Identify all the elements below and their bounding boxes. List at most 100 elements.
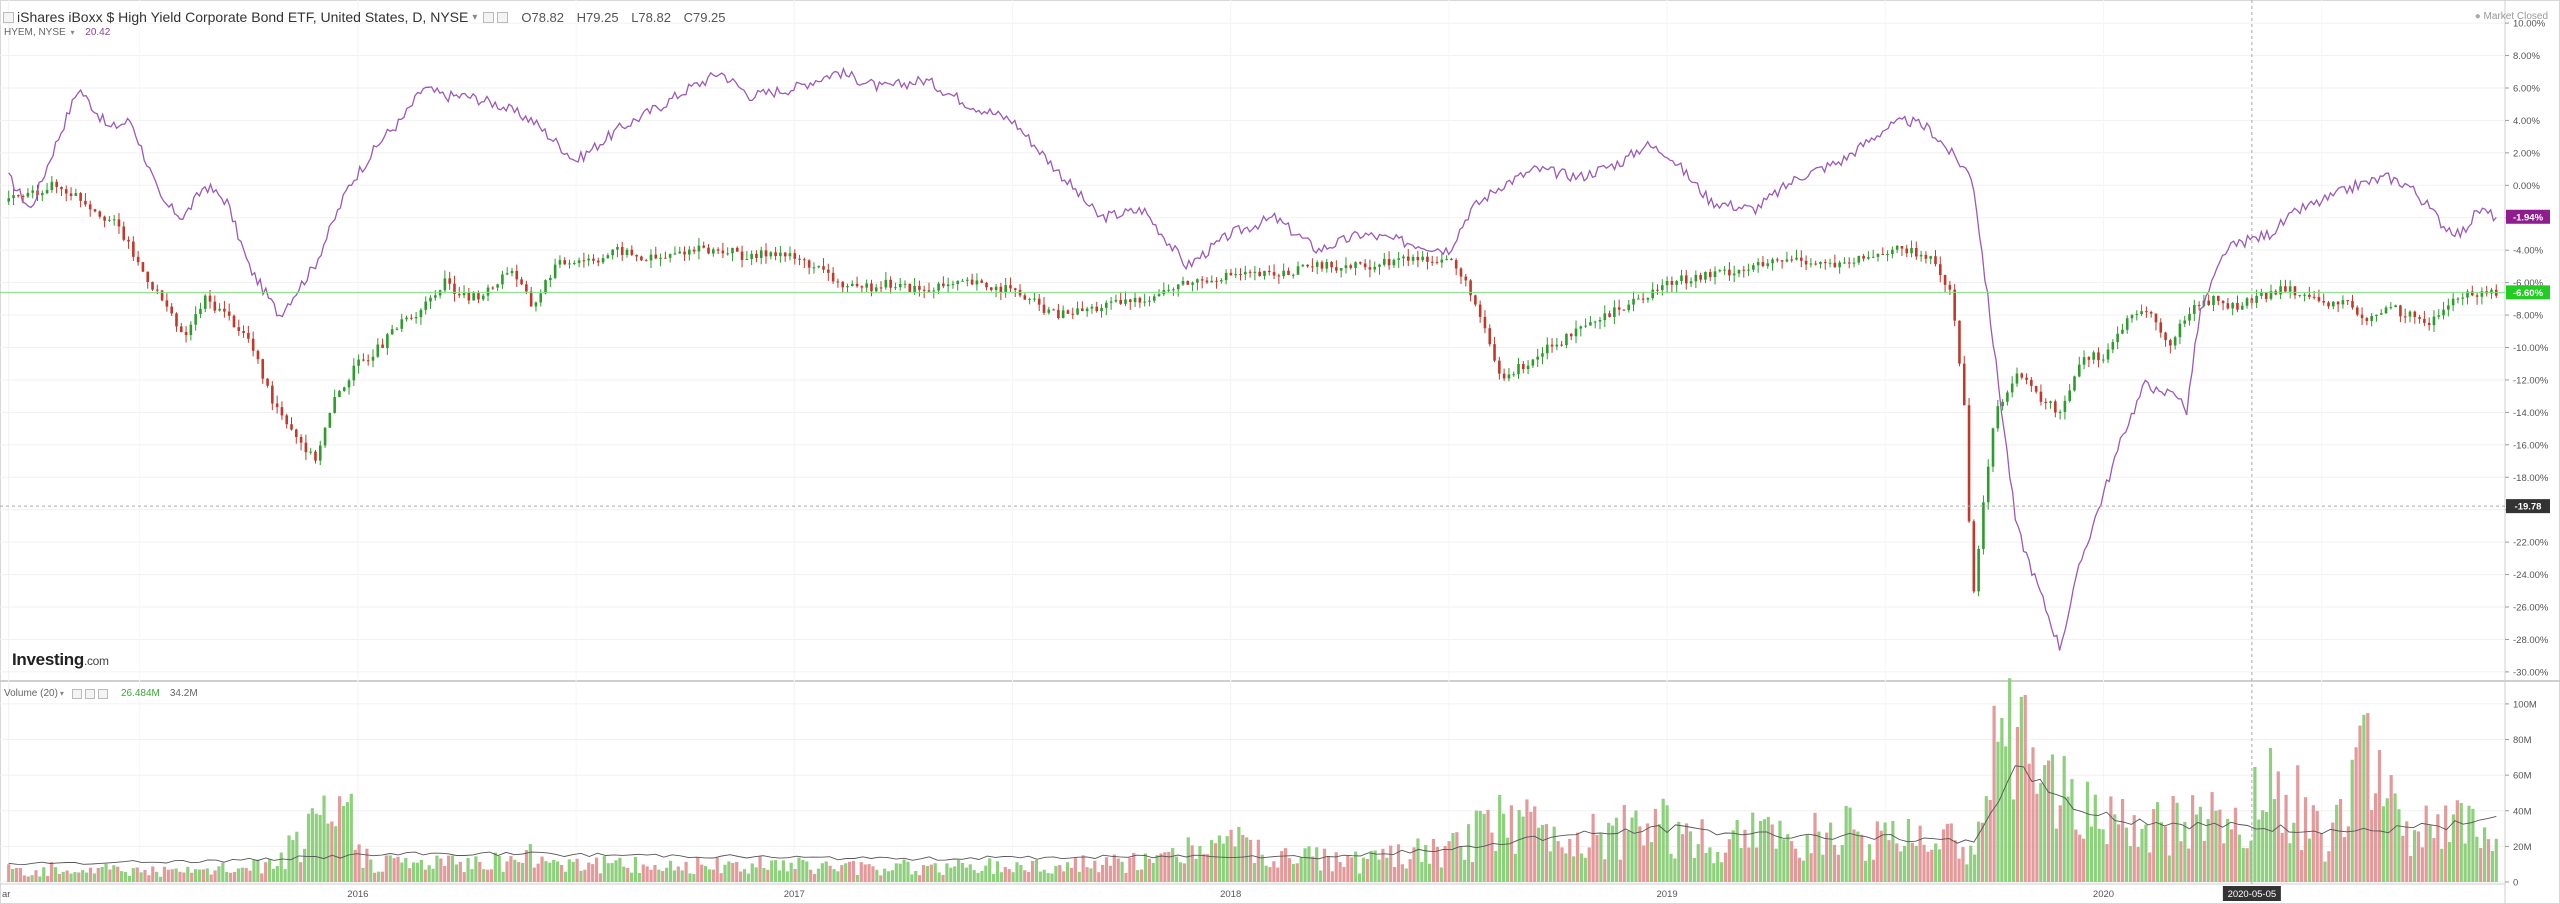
volume-bar: [1848, 807, 1852, 882]
volume-bar: [1256, 839, 1260, 882]
volume-bar: [2008, 678, 2012, 882]
volume-bar: [489, 869, 494, 882]
x-tick-label: ar: [2, 889, 10, 900]
volume-bar: [1217, 835, 1222, 882]
volume-bar: [1595, 835, 1599, 882]
candle-body: [1584, 325, 1587, 327]
candle-body: [1224, 272, 1228, 281]
candle-body: [558, 260, 562, 265]
candle-body: [395, 328, 399, 330]
volume-bar: [1961, 847, 1965, 882]
volume-bar: [1311, 856, 1315, 882]
volume-bar: [2432, 838, 2436, 882]
candle-body: [1522, 364, 1525, 370]
candle-body: [1205, 280, 1209, 283]
volume-bar: [252, 860, 256, 882]
volume-bar: [770, 860, 774, 882]
volume-bar: [2218, 809, 2222, 882]
candle-body: [956, 280, 960, 284]
volume-bar: [2093, 794, 2097, 882]
compare-legend: HYEM, NYSE ▾ 20.42: [4, 27, 110, 38]
volume-bar: [602, 856, 606, 882]
compare-symbol[interactable]: HYEM, NYSE: [4, 27, 66, 38]
settings-icon[interactable]: [483, 11, 495, 23]
volume-bar: [2459, 802, 2463, 882]
vol-y-tick-label: 40M: [2513, 806, 2532, 817]
hyem-last-badge-bg: [2506, 209, 2550, 224]
volume-bar: [2362, 714, 2366, 882]
candle-body: [2240, 305, 2244, 310]
candle-body: [1699, 274, 1702, 280]
volume-bar: [1583, 857, 1587, 882]
close-icon[interactable]: [97, 688, 108, 699]
volume-bar: [123, 871, 128, 882]
settings-icon[interactable]: [84, 688, 95, 699]
volume-bar: [812, 873, 817, 882]
candle-body: [985, 282, 988, 288]
candle-body: [922, 289, 926, 291]
volume-bar: [2089, 826, 2094, 882]
volume-bar: [1790, 841, 1794, 882]
candle-body: [2384, 307, 2388, 314]
candle-body: [721, 250, 725, 254]
candle-body: [1354, 262, 1357, 268]
ohlc-readout: O78.82 H79.25 L78.82 C79.25: [521, 10, 734, 25]
candle-body: [74, 193, 78, 196]
candle-body: [357, 359, 360, 366]
volume-bar: [408, 868, 412, 882]
volume-title[interactable]: Volume (20): [4, 688, 58, 699]
candle-body: [946, 284, 950, 287]
volume-bar: [1447, 841, 1451, 882]
candle-body: [1100, 307, 1103, 312]
volume-bar: [1307, 846, 1311, 882]
candle-body: [1215, 280, 1218, 282]
volume-bar: [1665, 805, 1669, 882]
volume-bar: [1626, 830, 1630, 882]
volume-bar: [797, 857, 801, 882]
volume-bar: [116, 866, 120, 882]
candle-body: [1152, 296, 1156, 301]
y-tick-label: 6.00%: [2513, 83, 2540, 94]
volume-bar: [700, 864, 704, 882]
candle-body: [405, 317, 408, 320]
volume-bar: [291, 840, 295, 882]
y-tick-label: 2.00%: [2513, 148, 2540, 159]
volume-bar: [1926, 851, 1930, 882]
visibility-icon[interactable]: [71, 688, 82, 699]
candle-body: [1507, 374, 1511, 379]
volume-bar: [1988, 800, 1992, 882]
chevron-down-icon[interactable]: ▾: [59, 689, 64, 698]
volume-bar: [1007, 869, 1011, 882]
candle-body: [2044, 401, 2048, 403]
volume-bar: [2373, 793, 2378, 882]
y-tick-label: 10.00%: [2513, 19, 2546, 30]
collapse-icon[interactable]: [3, 11, 14, 23]
volume-bar: [1638, 826, 1642, 882]
volume-bar: [57, 873, 61, 882]
chevron-down-icon[interactable]: ▾: [70, 28, 75, 37]
candle-body: [352, 365, 356, 381]
symbol-title[interactable]: iShares iBoxx $ High Yield Corporate Bon…: [17, 9, 469, 25]
candle-body: [807, 260, 811, 268]
close-icon[interactable]: [497, 11, 509, 23]
candle-body: [2394, 305, 2397, 308]
candle-body: [2169, 340, 2172, 346]
volume-bar: [925, 865, 930, 882]
candle-body: [1637, 298, 1640, 300]
volume-bar: [1716, 851, 1720, 882]
candle-body: [2226, 303, 2230, 309]
candle-body: [2341, 300, 2345, 305]
candle-body: [2355, 307, 2359, 315]
candle-body: [592, 258, 595, 261]
volume-bar: [641, 864, 645, 882]
volume-bar: [458, 861, 462, 882]
volume-bar: [2490, 851, 2494, 882]
volume-bar: [1821, 854, 1825, 882]
chevron-down-icon[interactable]: ▾: [472, 11, 478, 23]
candle-body: [2475, 295, 2479, 297]
candle-body: [2073, 376, 2076, 391]
candle-body: [1613, 307, 1616, 317]
candle-body: [1938, 264, 1942, 276]
candle-body: [620, 247, 624, 255]
volume-bar: [1420, 862, 1424, 882]
